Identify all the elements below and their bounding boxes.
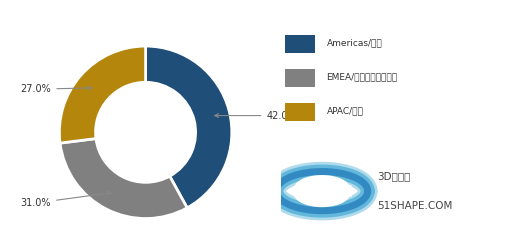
Bar (285, 103, 315, 121)
Wedge shape (146, 46, 232, 208)
Bar (285, 69, 315, 87)
Text: EMEA/欧洲、中东和非洲: EMEA/欧洲、中东和非洲 (327, 72, 398, 81)
Wedge shape (60, 139, 187, 219)
Text: 31.0%: 31.0% (21, 191, 111, 208)
Text: 42.0%: 42.0% (215, 110, 297, 121)
Text: APAC/亚太: APAC/亚太 (327, 106, 363, 115)
Text: 51SHAPE.COM: 51SHAPE.COM (377, 201, 452, 211)
Text: 3D科学谷: 3D科学谷 (377, 172, 410, 181)
Text: 27.0%: 27.0% (21, 84, 91, 94)
Text: 3D打印机全球出货情况 / 2014 GLOBAL 3D PRINTERS SHIPMENTS BY REGION （BY CANALY: 3D打印机全球出货情况 / 2014 GLOBAL 3D PRINTERS SH… (3, 10, 353, 19)
Text: Americas/美洲: Americas/美洲 (327, 38, 382, 48)
Wedge shape (59, 46, 146, 143)
Bar (285, 35, 315, 53)
